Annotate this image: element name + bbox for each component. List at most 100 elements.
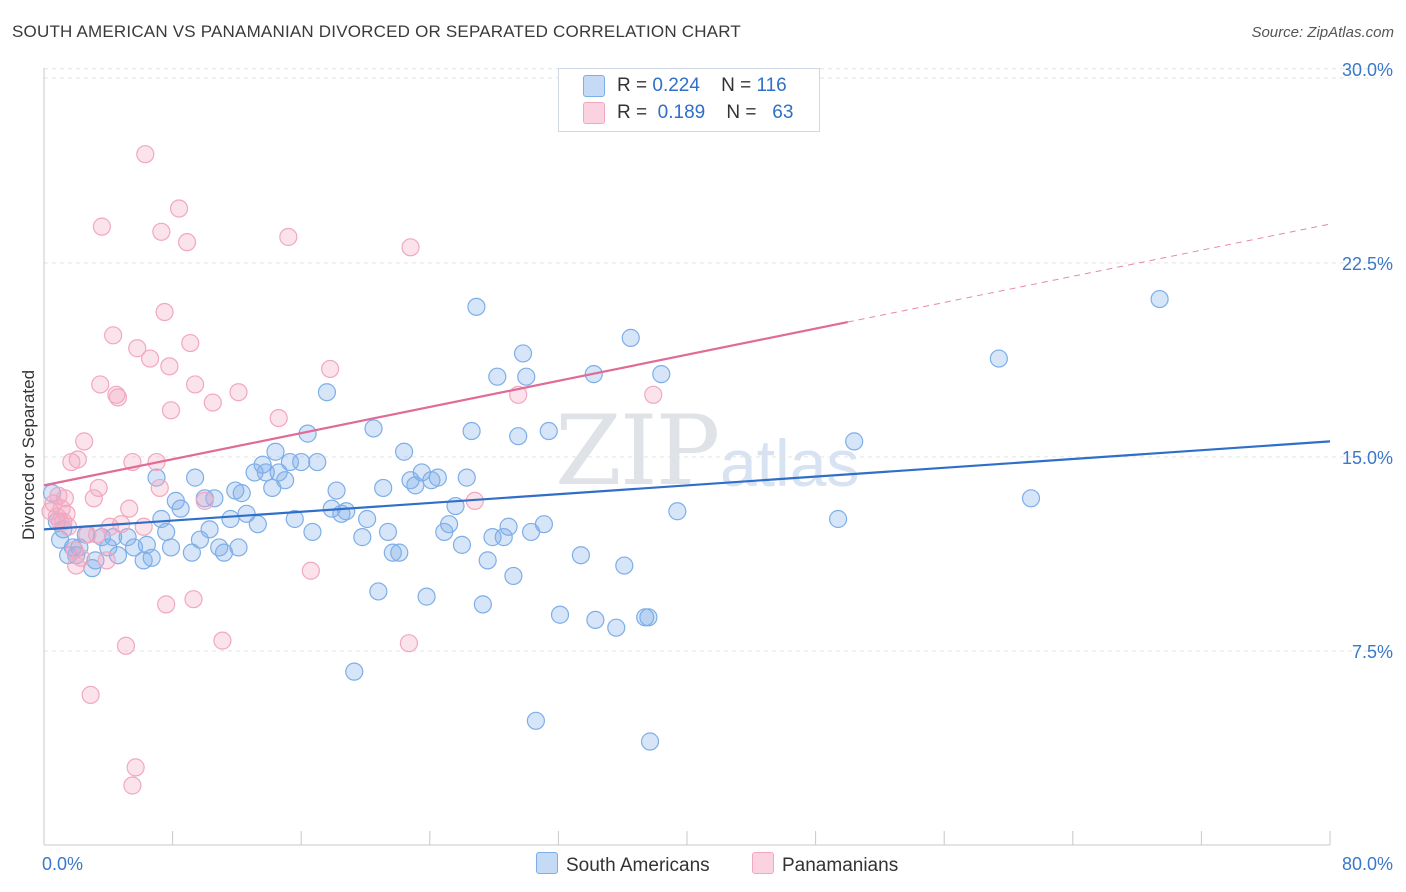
point-panamanian bbox=[399, 634, 419, 653]
point-south-american bbox=[383, 543, 402, 562]
point-south-american bbox=[171, 499, 190, 518]
point-south-american bbox=[412, 463, 431, 482]
point-south-american bbox=[390, 543, 409, 562]
point-panamanian bbox=[269, 408, 288, 428]
point-south-american bbox=[417, 587, 436, 606]
legend-label: South Americans bbox=[566, 855, 710, 876]
y-tick-label: 30.0% bbox=[1342, 60, 1393, 80]
point-south-american bbox=[640, 732, 660, 751]
trendline-panamanians-extension bbox=[847, 223, 1331, 323]
point-south-american bbox=[845, 432, 864, 451]
point-south-american bbox=[200, 520, 219, 539]
point-south-american bbox=[639, 608, 658, 627]
point-panamanian bbox=[84, 489, 103, 508]
point-south-american bbox=[439, 515, 459, 534]
point-panamanian bbox=[195, 491, 214, 510]
point-south-american bbox=[374, 478, 393, 498]
point-south-american bbox=[308, 452, 327, 472]
point-south-american bbox=[615, 556, 634, 575]
point-panamanian bbox=[157, 595, 176, 614]
point-panamanian bbox=[169, 199, 189, 218]
point-south-american bbox=[1150, 289, 1169, 309]
point-south-american bbox=[157, 522, 176, 542]
point-panamanian bbox=[279, 227, 298, 247]
legend-n-label: N = bbox=[726, 102, 757, 123]
legend-swatch-pink bbox=[583, 102, 605, 124]
point-panamanian bbox=[68, 450, 87, 469]
point-south-american bbox=[369, 582, 388, 601]
point-south-american bbox=[364, 419, 383, 438]
legend-r-label: R = bbox=[617, 75, 648, 96]
point-south-american bbox=[534, 515, 554, 534]
point-panamanian bbox=[120, 499, 139, 518]
point-panamanian bbox=[184, 590, 203, 609]
trendline-panamanians bbox=[43, 320, 848, 487]
point-south-american bbox=[452, 535, 472, 554]
point-south-american bbox=[428, 468, 447, 487]
point-south-american bbox=[668, 502, 687, 521]
legend-n-label: N = bbox=[721, 75, 752, 96]
point-panamanian bbox=[213, 631, 232, 650]
y-tick-label: 22.5% bbox=[1342, 254, 1393, 274]
point-south-american bbox=[221, 509, 240, 529]
legend-item-south-americans: South Americans bbox=[536, 852, 710, 877]
point-south-american bbox=[586, 610, 605, 630]
point-panamanian bbox=[203, 393, 222, 412]
point-south-american bbox=[473, 595, 492, 614]
point-south-american bbox=[513, 344, 533, 363]
watermark-atlas: atlas bbox=[720, 426, 860, 500]
point-panamanian bbox=[91, 375, 110, 394]
point-south-american bbox=[161, 538, 181, 557]
point-panamanian bbox=[81, 685, 100, 705]
point-south-american bbox=[526, 711, 545, 730]
point-panamanian bbox=[150, 478, 169, 498]
point-panamanian bbox=[181, 333, 200, 353]
point-south-american bbox=[378, 522, 398, 542]
point-south-american bbox=[232, 484, 251, 503]
point-panamanian bbox=[89, 478, 108, 498]
point-south-american bbox=[1021, 489, 1041, 508]
point-panamanian bbox=[100, 517, 120, 536]
legend-item-panamanians: Panamanians bbox=[752, 852, 898, 877]
y-axis-title: Divorced or Separated bbox=[19, 370, 38, 540]
point-panamanian bbox=[644, 385, 663, 404]
legend-stats: R = 0.224 N = 116 R = 0.189 N = 63 bbox=[558, 68, 820, 132]
point-south-american bbox=[478, 551, 497, 570]
legend-swatch-blue bbox=[536, 852, 558, 874]
point-south-american bbox=[276, 471, 295, 490]
point-panamanian bbox=[186, 375, 205, 394]
point-south-american bbox=[266, 442, 285, 461]
point-panamanian bbox=[152, 222, 171, 241]
point-south-american bbox=[186, 468, 205, 487]
point-panamanian bbox=[177, 233, 197, 252]
point-south-american bbox=[829, 509, 848, 529]
point-south-american bbox=[394, 442, 414, 461]
chart-title: SOUTH AMERICAN VS PANAMANIAN DIVORCED OR… bbox=[12, 22, 741, 41]
point-south-american bbox=[488, 367, 507, 386]
point-south-american bbox=[652, 365, 671, 384]
point-south-american bbox=[621, 328, 640, 347]
y-tick-label: 15.0% bbox=[1342, 448, 1393, 468]
point-south-american bbox=[550, 605, 570, 624]
point-panamanian bbox=[140, 349, 160, 368]
point-panamanian bbox=[161, 401, 181, 420]
x-tick-label: 0.0% bbox=[42, 854, 83, 874]
point-panamanian bbox=[401, 238, 420, 257]
point-panamanian bbox=[301, 561, 320, 580]
point-panamanian bbox=[136, 145, 155, 164]
point-panamanian bbox=[229, 383, 248, 402]
point-south-american bbox=[509, 427, 528, 446]
point-panamanian bbox=[128, 339, 147, 358]
legend-swatch-blue bbox=[583, 75, 605, 97]
point-panamanian bbox=[104, 326, 123, 345]
point-panamanian bbox=[134, 517, 153, 536]
point-panamanian bbox=[155, 302, 174, 322]
point-south-american bbox=[345, 662, 364, 681]
point-panamanian bbox=[97, 551, 116, 570]
legend-label: Panamanians bbox=[782, 855, 899, 876]
point-south-american bbox=[210, 538, 229, 557]
point-south-american bbox=[499, 517, 518, 536]
point-panamanian bbox=[160, 357, 179, 376]
point-panamanian bbox=[75, 432, 94, 451]
